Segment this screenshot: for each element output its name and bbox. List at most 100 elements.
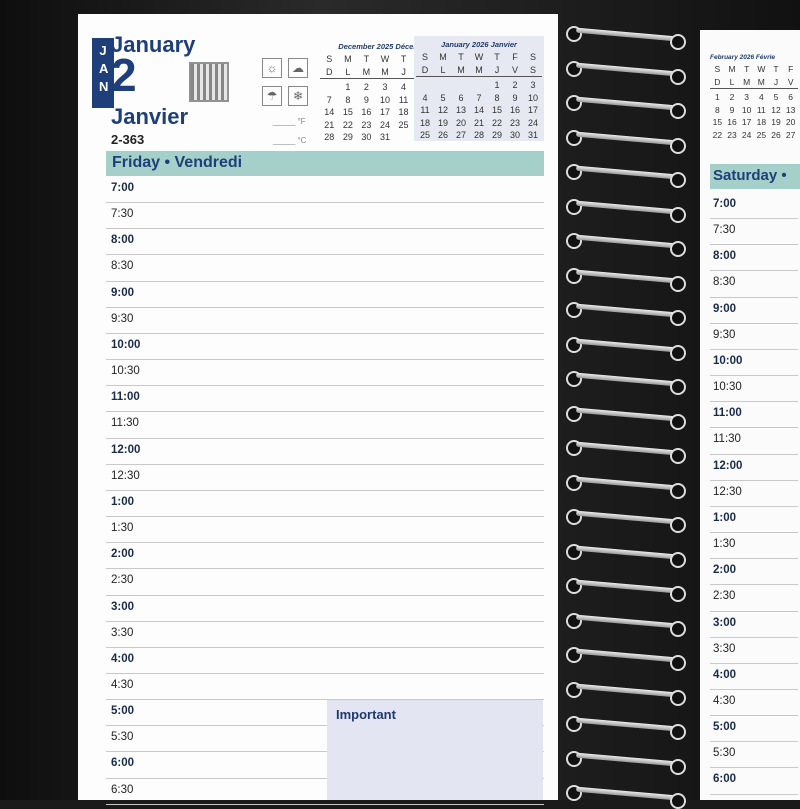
date-cell: 30 (361, 132, 372, 142)
punch-hole (670, 448, 686, 464)
time-slot-row[interactable]: 11:00 (710, 402, 798, 429)
rain-icon: ☂ (262, 86, 282, 106)
punch-hole (670, 275, 686, 292)
important-box[interactable]: Important (327, 700, 543, 800)
time-slot-row[interactable]: 2:30 (710, 585, 798, 612)
time-slot-row[interactable]: 6:00 (106, 752, 544, 779)
time-slot-row[interactable]: 10:00 (106, 334, 544, 361)
time-label: 12:00 (111, 443, 141, 456)
date-cell: 19 (771, 117, 781, 127)
time-slot-row[interactable]: 2:30 (106, 569, 544, 596)
spiral-ring (566, 129, 688, 154)
spiral-ring (566, 60, 688, 85)
time-slot-row[interactable]: 1:30 (710, 533, 798, 560)
punch-hole (670, 724, 686, 740)
date-cell: 15 (712, 117, 723, 127)
time-slot-row[interactable]: 2:00 (106, 543, 544, 570)
date-cell (470, 79, 488, 92)
spiral-ring (566, 612, 688, 637)
time-slot-row[interactable]: 3:00 (710, 612, 798, 638)
time-slot-row[interactable]: 3:30 (710, 638, 798, 664)
time-slot-row[interactable]: 1:00 (106, 491, 544, 518)
date-cell: 20 (785, 117, 796, 127)
time-slot-row[interactable]: 12:00 (710, 455, 798, 481)
time-slot-row[interactable]: 1:00 (710, 507, 798, 534)
day-of-year: 2-363 (111, 132, 145, 147)
time-slot-row[interactable]: 10:30 (710, 376, 798, 403)
date-cell: 15 (342, 107, 353, 117)
time-label: 10:30 (111, 365, 140, 378)
time-slot-row[interactable]: 3:30 (106, 622, 544, 648)
weekday-fr: V (511, 64, 518, 75)
time-slot-row[interactable]: 5:30 (106, 726, 544, 753)
time-slot-row[interactable]: 5:00 (106, 700, 544, 727)
right-page-saturday: February 2026 Févrie S M T W T F D L M M J V 1 2 3 4 5 6 8 9… (700, 30, 800, 800)
time-slot-row[interactable]: 4:30 (106, 674, 544, 701)
time-slot-row[interactable]: 5:30 (710, 742, 798, 769)
time-slot-row[interactable]: 6:00 (710, 768, 798, 795)
time-label: 5:30 (713, 747, 736, 760)
time-slot-row[interactable]: 4:00 (710, 664, 798, 690)
weekday-fr: M (475, 64, 483, 75)
time-slot-row[interactable]: 7:30 (106, 203, 544, 230)
date-cell: 3 (744, 92, 750, 102)
time-slot-row[interactable]: 8:30 (106, 255, 544, 282)
temp-f-field[interactable]: _____ °F (273, 117, 306, 126)
date-cell: 9 (363, 94, 369, 105)
time-slot-row[interactable]: 7:30 (710, 219, 798, 246)
date-cell: 2 (729, 92, 735, 102)
time-slot-row[interactable]: 4:00 (106, 648, 544, 674)
time-slot-row[interactable]: 11:00 (106, 386, 544, 413)
time-slot-row[interactable]: 8:00 (710, 245, 798, 272)
date-cell: 16 (509, 105, 520, 115)
time-slot-row[interactable]: 12:30 (106, 465, 544, 491)
time-slot-row[interactable]: 8:30 (710, 271, 798, 298)
temp-c-field[interactable]: _____ °C (273, 136, 307, 145)
time-slots-right: 7:00 7:30 8:00 8:30 9:00 9:30 10:00 10:30 11:00 1… (710, 193, 798, 795)
date-cell: 22 (342, 119, 353, 130)
spiral-ring (566, 233, 688, 257)
time-label: 7:00 (111, 182, 135, 194)
wire-loop (575, 614, 677, 628)
time-slot-row[interactable]: 1:30 (106, 517, 544, 544)
weekday-fr: M (381, 66, 389, 77)
time-slot-row[interactable]: 12:30 (710, 481, 798, 507)
time-slot-row[interactable]: 9:00 (710, 298, 798, 324)
time-slot-row[interactable]: 5:00 (710, 716, 798, 743)
weekday-fr: J (773, 76, 779, 87)
time-slot-row[interactable]: 10:00 (710, 350, 798, 377)
time-slot-row[interactable]: 9:30 (710, 324, 798, 350)
mini-calendar-january: January 2026 Janvier S M T W T F S D L M M J V S 1 2 3 4 5 6… (414, 36, 544, 141)
time-slot-row[interactable]: 4:30 (710, 690, 798, 717)
time-label: 4:00 (111, 652, 135, 665)
weekday-en: F (512, 52, 518, 62)
time-slot-row[interactable]: 12:00 (106, 439, 544, 465)
time-label: 2:00 (713, 564, 737, 577)
time-label: 2:00 (111, 548, 135, 561)
time-label: 10:00 (111, 338, 141, 351)
date-cell: 1 (345, 82, 351, 92)
time-slot-row[interactable]: 2:00 (710, 559, 798, 586)
time-slot-row[interactable]: 11:30 (710, 428, 798, 455)
mini-calendar-title: January 2026 Janvier (441, 40, 517, 49)
time-slot-row[interactable]: 8:00 (106, 229, 544, 256)
date-cell: 21 (473, 117, 484, 128)
punch-hole (670, 344, 686, 361)
wire-loop (575, 683, 677, 697)
wire-loop (575, 338, 677, 352)
time-slot-row[interactable]: 9:00 (106, 282, 544, 308)
time-slot-row[interactable]: 11:30 (106, 412, 544, 439)
weekday-en: W (380, 54, 390, 64)
time-slot-row[interactable]: 7:00 (710, 193, 798, 220)
time-slot-row[interactable]: 7:00 (106, 177, 544, 204)
time-slot-row[interactable]: 3:00 (106, 596, 544, 622)
time-slot-row[interactable]: 10:30 (106, 360, 544, 387)
punch-hole (670, 586, 686, 602)
weekday-en: M (728, 64, 736, 74)
date-cell: 2 (363, 82, 369, 92)
time-slot-row[interactable]: 9:30 (106, 308, 544, 334)
weekday-en: T (400, 54, 407, 64)
spiral-ring (566, 716, 688, 740)
spiral-ring (566, 509, 688, 533)
